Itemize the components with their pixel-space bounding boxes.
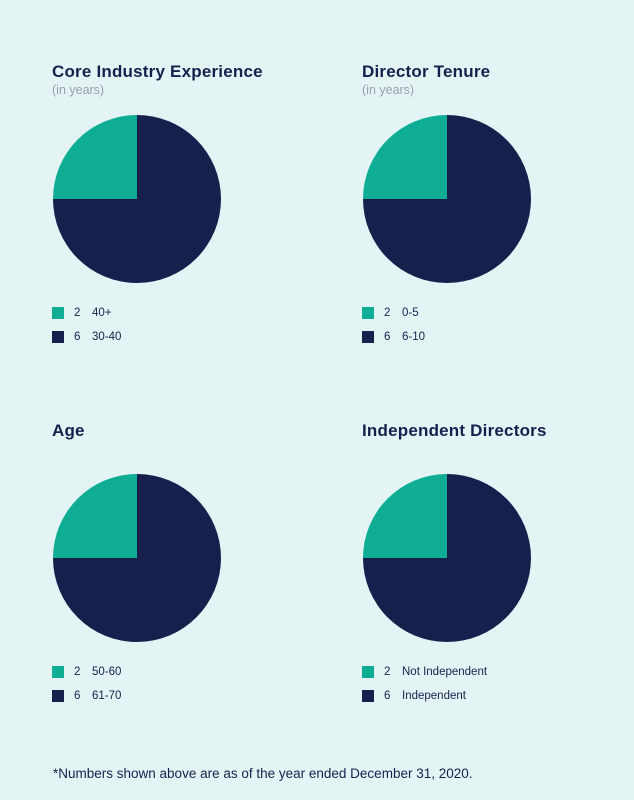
- pie-chart: [53, 474, 221, 642]
- legend-label: 50-60: [92, 666, 122, 678]
- chart-panel-core-industry-experience: Core Industry Experience (in years) 2 40…: [52, 62, 312, 352]
- pie-chart: [363, 115, 531, 283]
- footnote: *Numbers shown above are as of the year …: [53, 766, 473, 781]
- legend-label: 40+: [92, 307, 112, 319]
- legend-swatch: [362, 690, 374, 702]
- legend-value: 6: [384, 331, 391, 343]
- chart-title: Age: [52, 421, 85, 440]
- chart-subtitle: (in years): [52, 83, 105, 97]
- chart-title: Independent Directors: [362, 421, 547, 440]
- chart-subtitle: (in years): [362, 83, 415, 97]
- chart-panel-age: Age 2 50-60 6 61-70: [52, 421, 312, 711]
- chart-title: Core Industry Experience: [52, 62, 263, 81]
- pie-slice-1: [53, 474, 221, 642]
- pie-slice-0: [363, 115, 447, 199]
- pie-chart: [363, 474, 531, 642]
- legend-value: 2: [384, 666, 391, 678]
- legend-value: 6: [74, 331, 81, 343]
- legend-swatch: [362, 331, 374, 343]
- legend-label: Not Independent: [402, 666, 488, 678]
- legend-swatch: [52, 666, 64, 678]
- chart-title: Director Tenure: [362, 62, 491, 81]
- legend-label: 61-70: [92, 690, 122, 702]
- legend-value: 2: [384, 307, 391, 319]
- legend-value: 6: [74, 690, 81, 702]
- pie-slice-0: [363, 474, 447, 558]
- legend-swatch: [52, 690, 64, 702]
- legend-label: 0-5: [402, 307, 419, 319]
- legend-value: 6: [384, 690, 391, 702]
- legend-label: 6-10: [402, 331, 426, 343]
- legend-label: Independent: [402, 690, 466, 702]
- legend-label: 30-40: [92, 331, 122, 343]
- pie-chart: [53, 115, 221, 283]
- pie-slice-1: [363, 474, 531, 642]
- legend-value: 2: [74, 307, 81, 319]
- legend-swatch: [52, 307, 64, 319]
- legend-swatch: [362, 307, 374, 319]
- legend-value: 2: [74, 666, 81, 678]
- chart-panel-independent-directors: Independent Directors 2 Not Independent …: [362, 421, 622, 711]
- pie-slice-1: [53, 115, 221, 283]
- pie-slice-0: [53, 115, 137, 199]
- pie-slice-1: [363, 115, 531, 283]
- pie-slice-0: [53, 474, 137, 558]
- legend-swatch: [52, 331, 64, 343]
- legend-swatch: [362, 666, 374, 678]
- chart-panel-director-tenure: Director Tenure (in years) 2 0-5 6 6-10: [362, 62, 622, 352]
